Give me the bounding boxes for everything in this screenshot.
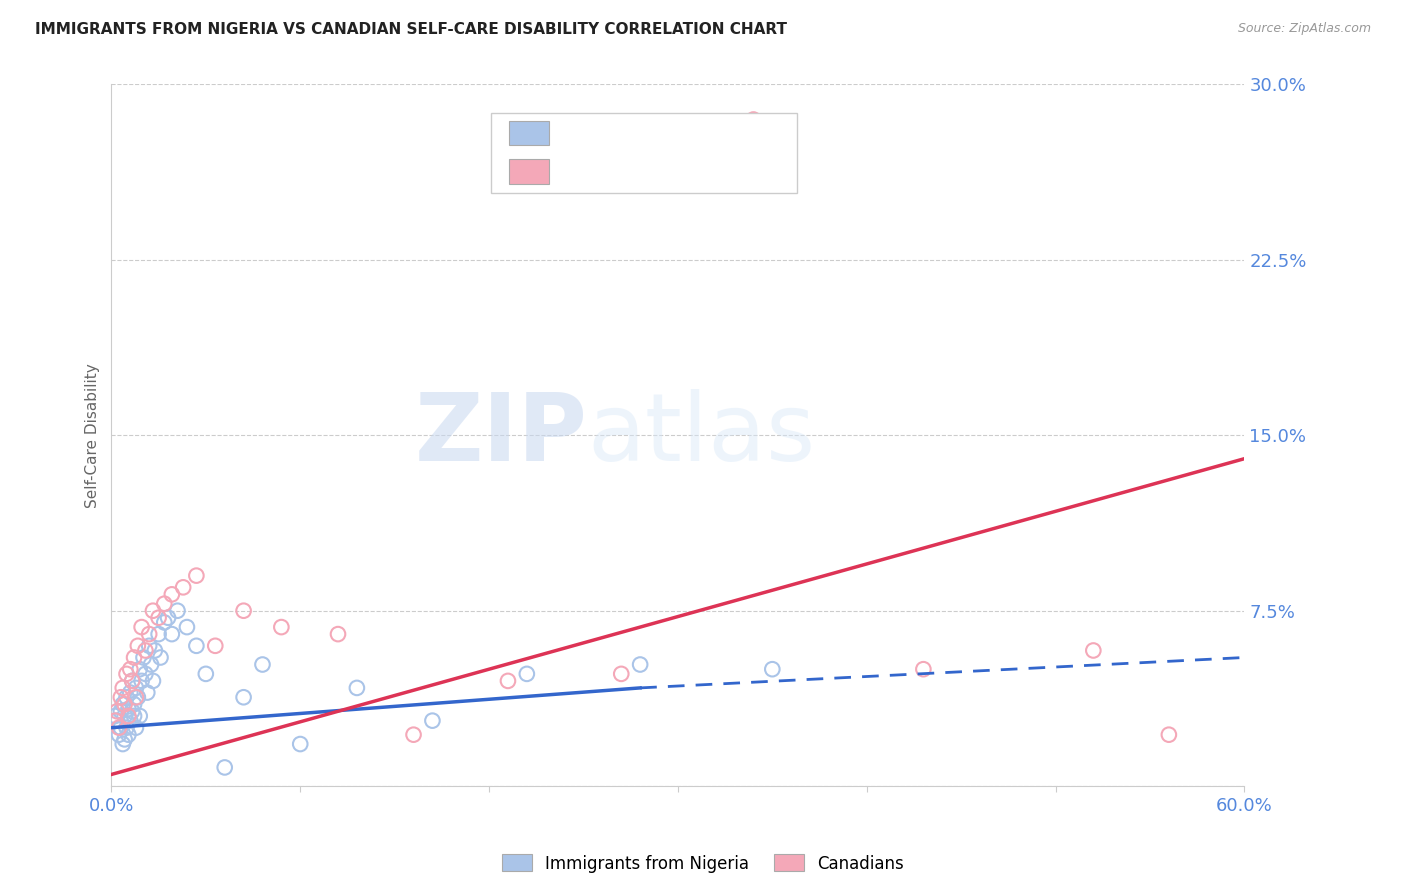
Point: [1083, 643, 1105, 657]
Point: [105, 704, 128, 718]
Point: [131, 620, 153, 634]
Point: [114, 732, 136, 747]
Y-axis label: Self-Care Disability: Self-Care Disability: [86, 363, 100, 508]
Point: [142, 604, 165, 618]
Point: [153, 597, 176, 611]
Point: [134, 666, 156, 681]
Point: [117, 702, 139, 716]
Point: [134, 643, 156, 657]
Point: [166, 604, 188, 618]
Point: [761, 662, 783, 676]
Point: [125, 681, 148, 695]
Text: Source: ZipAtlas.com: Source: ZipAtlas.com: [1237, 22, 1371, 36]
Point: [143, 643, 166, 657]
Point: [104, 709, 127, 723]
Point: [516, 666, 538, 681]
Point: [160, 587, 183, 601]
Point: [108, 721, 131, 735]
Point: [125, 721, 148, 735]
Point: [128, 709, 150, 723]
Point: [153, 615, 176, 630]
Point: [120, 714, 142, 728]
Point: [115, 666, 138, 681]
Point: [402, 728, 425, 742]
Point: [148, 627, 170, 641]
Point: [142, 673, 165, 688]
Point: [422, 714, 444, 728]
Point: [1157, 728, 1180, 742]
Point: [122, 709, 145, 723]
Point: [115, 721, 138, 735]
Point: [121, 704, 143, 718]
Point: [194, 666, 217, 681]
Point: [270, 620, 292, 634]
Point: [131, 673, 153, 688]
Point: [132, 650, 155, 665]
Point: [149, 650, 172, 665]
Point: [121, 673, 143, 688]
Text: IMMIGRANTS FROM NIGERIA VS CANADIAN SELF-CARE DISABILITY CORRELATION CHART: IMMIGRANTS FROM NIGERIA VS CANADIAN SELF…: [35, 22, 787, 37]
Point: [628, 657, 651, 672]
Point: [232, 604, 254, 618]
Point: [186, 639, 208, 653]
Point: [204, 639, 226, 653]
Point: [114, 698, 136, 712]
Point: [122, 698, 145, 712]
Point: [117, 728, 139, 742]
Point: [148, 611, 170, 625]
Point: [136, 685, 159, 699]
Text: atlas: atlas: [588, 389, 815, 482]
Point: [742, 112, 765, 127]
Legend: Immigrants from Nigeria, Canadians: Immigrants from Nigeria, Canadians: [495, 847, 911, 880]
Point: [110, 721, 132, 735]
Point: [128, 662, 150, 676]
Point: [186, 568, 208, 582]
Point: [290, 737, 312, 751]
Point: [105, 714, 128, 728]
Point: [110, 690, 132, 705]
Point: [252, 657, 274, 672]
Point: [117, 709, 139, 723]
Point: [157, 611, 180, 625]
Point: [111, 698, 134, 712]
Point: [120, 662, 142, 676]
Point: [346, 681, 368, 695]
Point: [139, 657, 162, 672]
Point: [138, 627, 160, 641]
Point: [111, 681, 134, 695]
Text: ZIP: ZIP: [415, 389, 588, 482]
Point: [176, 620, 198, 634]
Point: [127, 639, 149, 653]
Point: [496, 673, 519, 688]
Point: [610, 666, 633, 681]
Point: [104, 714, 127, 728]
Point: [114, 709, 136, 723]
Point: [912, 662, 935, 676]
Point: [138, 639, 160, 653]
Point: [122, 650, 145, 665]
Point: [121, 673, 143, 688]
Point: [214, 760, 236, 774]
Point: [110, 704, 132, 718]
Point: [232, 690, 254, 705]
Point: [111, 737, 134, 751]
Point: [120, 685, 142, 699]
Point: [160, 627, 183, 641]
Point: [127, 690, 149, 705]
Point: [108, 728, 131, 742]
Point: [326, 627, 349, 641]
Point: [172, 580, 194, 594]
Point: [115, 690, 138, 705]
Point: [125, 690, 148, 705]
